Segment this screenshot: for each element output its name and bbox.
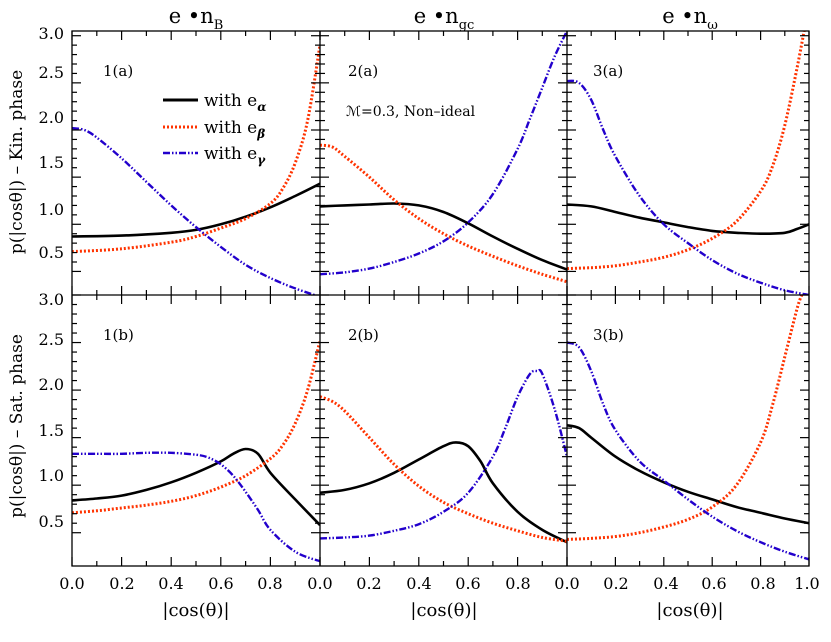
- series-line-gamma-2(a): [320, 31, 567, 276]
- series-line-beta-1(b): [72, 340, 320, 515]
- panel-3(b): [567, 295, 809, 561]
- panel-tag-2a: 2(a): [348, 62, 378, 80]
- panel-tag-1a: 1(a): [103, 62, 133, 80]
- row-label-kin: p(|cosθ|) – Kin. phase: [7, 70, 27, 254]
- xtick-13: 0.4: [653, 574, 678, 593]
- xlabel-3: |cos(θ)|: [656, 600, 723, 621]
- series-line-gamma-3(b): [567, 341, 809, 561]
- ytick-top-3.0: 3.0: [39, 24, 64, 43]
- xtick-1: 0.0: [59, 574, 84, 593]
- legend-label-beta: with eβ: [204, 118, 265, 141]
- ytick-bot-2.0: 2.0: [39, 375, 64, 394]
- series-line-beta-2(b): [320, 395, 567, 543]
- xtick-10: 0.8: [505, 574, 530, 593]
- series-line-alpha-3(a): [567, 203, 809, 236]
- ticks: [71, 31, 810, 566]
- panel-2(b): [320, 368, 567, 544]
- xlabel-2: |cos(θ)|: [410, 600, 477, 621]
- series-line-gamma-2(b): [320, 368, 567, 540]
- series-line-beta-1(a): [72, 44, 320, 254]
- xtick-15: 0.8: [750, 574, 775, 593]
- panel-2(a): [320, 31, 567, 284]
- panel-1(a): [72, 44, 320, 295]
- ytick-top-2.0: 2.0: [39, 108, 64, 127]
- legend-label-alpha: with eα: [204, 91, 266, 114]
- series-line-alpha-1(b): [72, 447, 320, 526]
- series-line-beta-2(a): [320, 143, 567, 284]
- series-line-gamma-1(b): [72, 451, 320, 563]
- ytick-bot-0.5: 0.5: [39, 512, 64, 531]
- panel-3(a): [567, 31, 809, 295]
- xtick-2: 0.2: [109, 574, 134, 593]
- series-line-alpha-2(b): [320, 441, 567, 544]
- xtick-16: 1.0: [794, 574, 819, 593]
- series-line-alpha-2(a): [320, 202, 567, 271]
- panel-tag-3a: 3(a): [593, 62, 623, 80]
- panels: [72, 31, 809, 563]
- xtick-6: 0.0: [307, 574, 332, 593]
- xlabel-1: |cos(θ)|: [162, 600, 229, 621]
- xtick-12: 0.2: [603, 574, 628, 593]
- series-line-beta-3(a): [567, 31, 806, 271]
- panel-1(b): [72, 340, 320, 563]
- xtick-8: 0.4: [406, 574, 431, 593]
- panel-tag-2b: 2(b): [348, 326, 379, 344]
- legend: with eα with eβ with eγ: [163, 91, 266, 167]
- xtick-14: 0.6: [701, 574, 726, 593]
- ytick-top-1.5: 1.5: [39, 153, 64, 172]
- panel-tag-1b: 1(b): [103, 326, 134, 344]
- column-titles: e •nB e •ngc e •nω: [169, 4, 718, 33]
- ytick-top-0.5: 0.5: [39, 243, 64, 262]
- ytick-bot-2.5: 2.5: [39, 330, 64, 349]
- row-label-sat: p(|cosθ|) – Sat. phase: [7, 334, 27, 518]
- ytick-bot-3.0: 3.0: [39, 290, 64, 309]
- col-title-2: e •ngc: [414, 4, 475, 33]
- series-line-gamma-3(a): [567, 79, 809, 295]
- x-tick-labels: 0.0 0.2 0.4 0.6 0.8 0.0 0.2 0.4 0.6 0.8 …: [59, 574, 819, 593]
- ytick-bot-1.0: 1.0: [39, 466, 64, 485]
- legend-label-gamma: with eγ: [204, 144, 266, 167]
- xtick-9: 0.6: [455, 574, 480, 593]
- xtick-5: 0.8: [257, 574, 282, 593]
- xtick-4: 0.6: [208, 574, 233, 593]
- series-line-alpha-3(b): [567, 424, 809, 525]
- series-line-beta-3(b): [567, 295, 804, 541]
- xtick-7: 0.2: [356, 574, 381, 593]
- xtick-11: 0.0: [554, 574, 579, 593]
- annotation-mach: ℳ=0.3, Non–ideal: [346, 104, 476, 120]
- xtick-3: 0.4: [158, 574, 183, 593]
- ytick-top-1.0: 1.0: [39, 200, 64, 219]
- series-line-alpha-1(a): [72, 182, 320, 238]
- ytick-bot-1.5: 1.5: [39, 421, 64, 440]
- series-line-gamma-1(a): [72, 126, 319, 295]
- y-tick-labels-top: 0.5 1.0 1.5 2.0 2.5 3.0: [39, 24, 64, 262]
- ytick-top-2.5: 2.5: [39, 63, 64, 82]
- panel-tag-3b: 3(b): [593, 326, 624, 344]
- col-title-1: e •nB: [169, 4, 224, 33]
- y-tick-labels-bottom: 0.5 1.0 1.5 2.0 2.5 3.0: [39, 290, 64, 531]
- col-title-3: e •nω: [662, 4, 718, 33]
